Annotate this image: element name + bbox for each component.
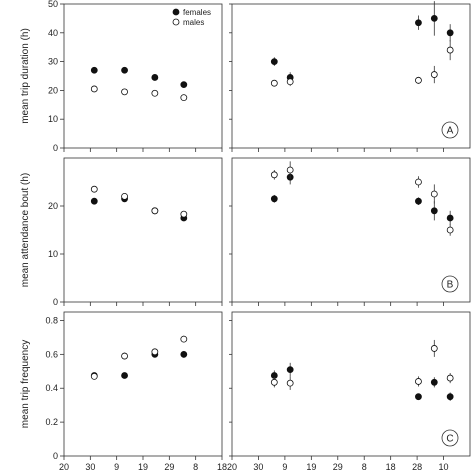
male-point <box>446 374 454 382</box>
male-point <box>90 185 98 193</box>
x-tick-label: 29 <box>164 462 174 472</box>
female-point <box>90 197 98 205</box>
panel-frame <box>231 3 471 149</box>
y-tick-label: 0.4 <box>45 383 58 393</box>
x-tick-label: 18 <box>386 462 396 472</box>
female-point <box>121 372 128 379</box>
x-tick-label: 19 <box>306 462 316 472</box>
y-tick-label: 20 <box>48 85 58 95</box>
panel-letter: A <box>447 126 454 137</box>
male-point <box>270 378 278 386</box>
y-tick-label: 30 <box>48 57 58 67</box>
male-point <box>446 46 454 54</box>
x-tick-label: 19 <box>138 462 148 472</box>
y-tick-label: 50 <box>48 0 58 9</box>
male-point <box>180 94 188 101</box>
y-axis-label: mean trip frequency <box>20 340 31 428</box>
female-point <box>270 58 278 65</box>
male-point <box>151 89 159 97</box>
x-tick-label: 10 <box>439 462 449 472</box>
panel-frame <box>63 311 223 457</box>
y-tick-label: 0 <box>53 297 58 307</box>
male-point <box>415 76 422 84</box>
panel-letter-circle <box>441 275 459 293</box>
female-point <box>286 366 294 374</box>
y-tick-label: 10 <box>48 249 58 259</box>
panel-letter: C <box>446 434 453 445</box>
male-point <box>286 78 294 86</box>
female-point <box>151 74 159 81</box>
male-point <box>90 85 98 93</box>
male-point <box>180 335 188 343</box>
male-point <box>430 71 438 78</box>
panel-frame <box>231 311 471 457</box>
x-tick-label: 28 <box>412 462 422 472</box>
x-tick-label: 20 <box>59 462 69 472</box>
female-point <box>415 393 422 401</box>
x-tick-label: 8 <box>362 462 367 472</box>
male-point <box>180 210 188 218</box>
female-point <box>270 195 278 203</box>
panel-letter-circle <box>441 121 459 139</box>
legend-female-marker <box>172 8 180 16</box>
female-point <box>430 378 438 386</box>
y-tick-label: 0.2 <box>45 417 58 427</box>
panel-frame <box>63 157 223 303</box>
y-tick-label: 0 <box>53 143 58 153</box>
male-point <box>286 166 294 174</box>
male-point <box>286 379 294 387</box>
x-tick-label: 9 <box>114 462 119 472</box>
male-point <box>446 226 454 234</box>
female-point <box>446 214 454 222</box>
legend-label: males <box>183 18 204 27</box>
panel-letter-circle <box>441 429 459 447</box>
female-point <box>180 81 188 89</box>
x-tick-label: 20 <box>227 462 237 472</box>
y-tick-label: 10 <box>48 114 58 124</box>
female-point <box>446 393 454 401</box>
x-tick-label: 8 <box>193 462 198 472</box>
y-tick-label: 0 <box>53 451 58 461</box>
x-tick-label: 9 <box>282 462 287 472</box>
female-point <box>180 350 188 358</box>
y-tick-label: 0.8 <box>45 315 58 325</box>
male-point <box>415 378 422 385</box>
male-point <box>270 171 278 179</box>
y-tick-label: 20 <box>48 201 58 211</box>
female-point <box>121 66 128 74</box>
legend-label: females <box>183 8 211 17</box>
y-tick-label: 0.6 <box>45 349 58 359</box>
panel-letter: B <box>447 280 454 291</box>
y-axis-label: mean attendance bout (h) <box>20 173 31 288</box>
female-point <box>430 14 438 22</box>
female-point <box>90 66 98 74</box>
male-point <box>430 190 438 198</box>
female-point <box>415 197 422 205</box>
female-point <box>446 29 454 37</box>
male-point <box>151 207 159 215</box>
male-point <box>415 178 422 186</box>
x-tick-label: 30 <box>253 462 263 472</box>
male-point <box>270 79 278 87</box>
male-point <box>121 352 128 360</box>
legend-male-marker <box>172 18 180 26</box>
y-axis-label: mean trip duration (h) <box>20 28 31 124</box>
male-point <box>90 372 98 380</box>
male-point <box>151 348 159 356</box>
x-tick-label: 18 <box>217 462 227 472</box>
x-tick-label: 30 <box>85 462 95 472</box>
female-point <box>415 19 422 27</box>
x-tick-label: 29 <box>333 462 343 472</box>
panel-frame <box>231 157 471 303</box>
male-point <box>121 88 128 96</box>
female-point <box>430 207 438 215</box>
male-point <box>430 345 438 352</box>
male-point <box>121 192 128 200</box>
y-tick-label: 40 <box>48 28 58 38</box>
